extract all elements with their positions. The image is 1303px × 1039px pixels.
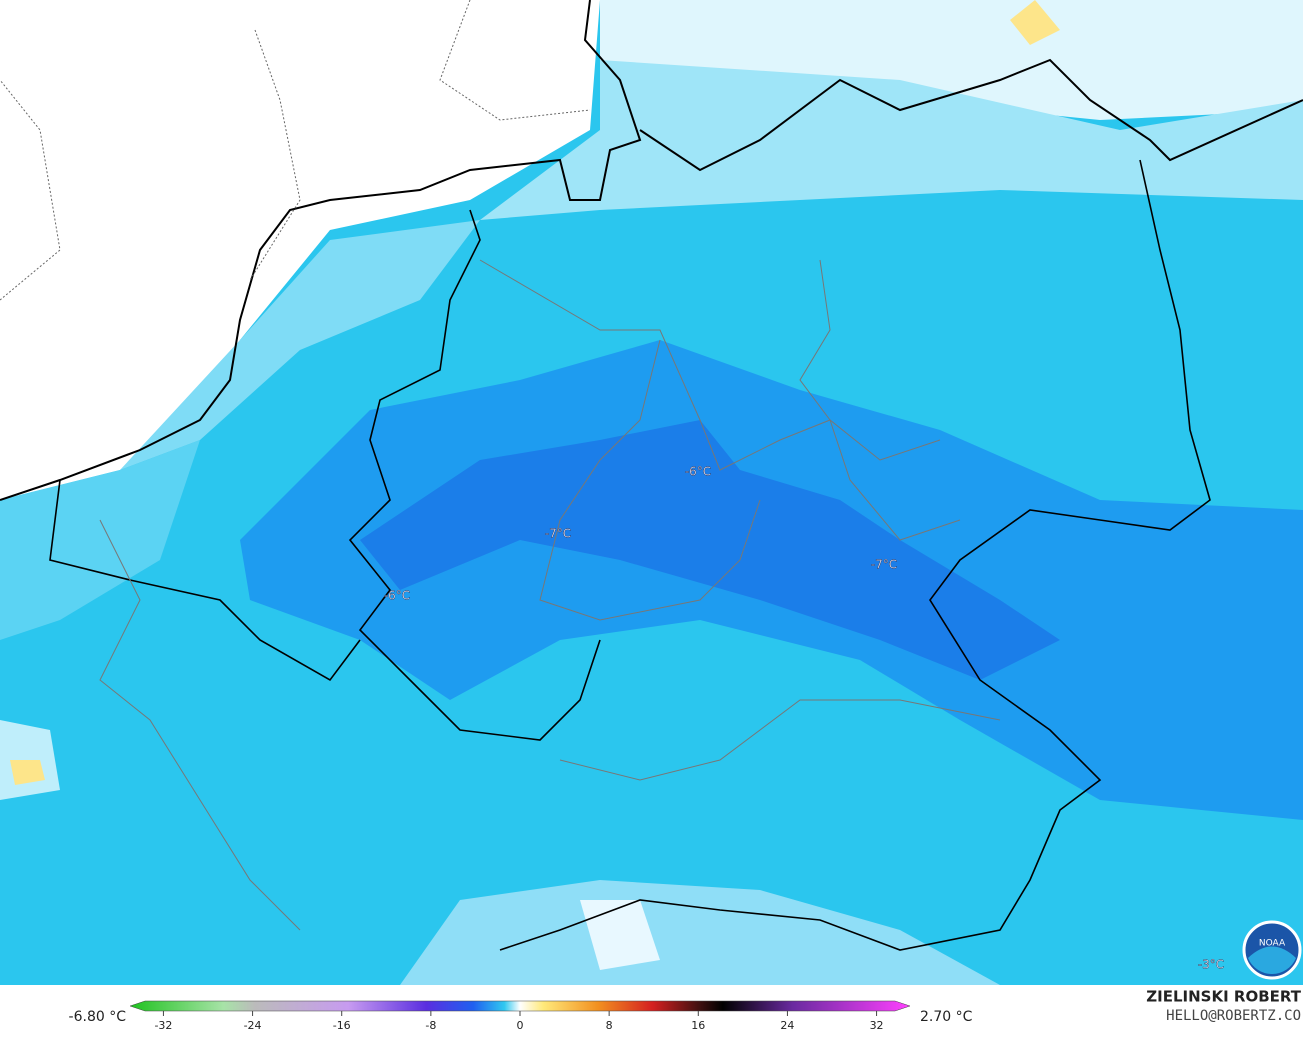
- colorbar-tick-label: -24: [244, 1019, 262, 1032]
- colorbar: [129, 1000, 911, 1012]
- temp-label: -7°C: [545, 527, 571, 541]
- logo: NOAA: [1242, 920, 1302, 980]
- legend-min: -6.80 °C: [69, 1009, 127, 1025]
- temp-label: -3°C: [1198, 958, 1224, 972]
- map: -6°C -7°C -6°C -7°C -3°C: [0, 0, 1303, 985]
- borders: [49, 159, 1211, 951]
- temp-label: -6°C: [384, 589, 410, 603]
- colorbar-tick-label: -32: [154, 1019, 172, 1032]
- colorbar-tick-label: 32: [870, 1019, 884, 1032]
- logo-text: NOAA: [1259, 939, 1286, 949]
- coastline: [0, 0, 1303, 501]
- legend-max: 2.70 °C: [920, 1009, 973, 1025]
- temp-label: -6°C: [685, 465, 711, 479]
- colorbar-tick-label: -16: [333, 1019, 351, 1032]
- colorbar-tick-label: 24: [780, 1019, 794, 1032]
- author: ZIELINSKI ROBERT: [1146, 988, 1301, 1006]
- colorbar-tick-label: -8: [425, 1019, 436, 1032]
- colorbar-tick-label: 0: [517, 1019, 524, 1032]
- colorbar-tick-label: 16: [691, 1019, 705, 1032]
- contours: [0, 0, 591, 301]
- regions: [99, 259, 1001, 931]
- contact: HELLO@ROBERTZ.CO: [1166, 1008, 1301, 1024]
- temp-label: -7°C: [871, 558, 897, 572]
- colorbar-tick-label: 8: [606, 1019, 613, 1032]
